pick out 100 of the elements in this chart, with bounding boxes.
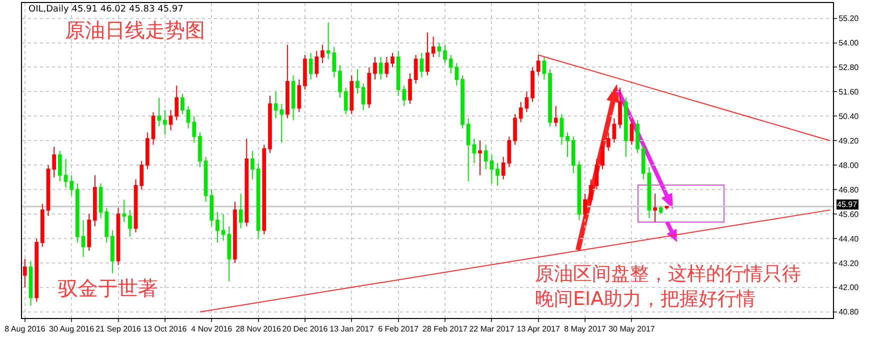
y-tick-label: 44.40 [838, 234, 860, 244]
candlestick [157, 97, 162, 127]
x-tick-label: 8 Aug 2016 [4, 324, 46, 334]
x-tick-label: 28 Feb 2017 [422, 324, 468, 334]
candlestick [210, 189, 214, 227]
candlestick [110, 230, 114, 274]
candlestick [204, 156, 208, 202]
candlestick [507, 136, 512, 168]
candlestick [530, 66, 534, 102]
candlestick [466, 118, 470, 182]
candlestick [518, 101, 523, 123]
x-tick-label: 13 Oct 2016 [143, 324, 188, 334]
candlestick [566, 132, 570, 158]
candlestick [22, 258, 27, 288]
candlestick [64, 158, 68, 188]
candlestick [244, 138, 249, 227]
candlestick [554, 105, 558, 127]
candlestick [420, 52, 424, 78]
candlestick [414, 54, 418, 84]
y-tick-label: 55.20 [838, 14, 860, 24]
x-tick-label: 4 Nov 2016 [191, 324, 233, 334]
candlestick [104, 207, 109, 244]
x-tick-label: 28 Nov 2016 [236, 324, 282, 334]
annotation: 原油日线走势图 [65, 18, 205, 42]
candlestick [350, 74, 354, 115]
candlestick [308, 52, 313, 80]
y-tick-label: 43.20 [838, 258, 860, 268]
ref-line-label: 45.97 [837, 200, 858, 209]
candlestick [227, 226, 232, 282]
candlestick [286, 44, 290, 119]
candlestick [636, 120, 640, 154]
y-tick-label: 40.80 [838, 308, 860, 317]
candlestick [594, 158, 599, 190]
candlestick [233, 201, 237, 264]
annotation: 原油区间盘整，这样的行情只待 [535, 263, 801, 285]
y-tick-label: 46.80 [838, 185, 860, 194]
candlestick [472, 138, 476, 164]
x-tick-label: 30 May 2017 [608, 324, 656, 334]
candlestick [326, 22, 330, 60]
candlestick [501, 156, 506, 180]
candlestick [198, 132, 202, 168]
candlestick [146, 132, 150, 170]
candlestick [618, 87, 622, 129]
candlestick [612, 118, 616, 144]
candlestick [426, 32, 430, 76]
candlestick [548, 68, 552, 127]
candlestick [268, 95, 272, 154]
candlestick [338, 64, 342, 98]
candlestick [647, 166, 652, 219]
candlestick [571, 136, 576, 174]
candlestick [332, 46, 336, 78]
candlestick [542, 56, 546, 80]
y-tick-label: 49.20 [838, 136, 860, 146]
chart-title: OIL,Daily 45.91 46.02 45.83 45.97 [28, 4, 184, 14]
y-tick-label: 51.60 [838, 87, 860, 96]
candlestick [134, 178, 138, 233]
candlestick [478, 140, 482, 176]
candlestick [641, 144, 646, 180]
candlestick [303, 54, 307, 90]
candlestick [437, 42, 442, 58]
candlestick [297, 78, 302, 113]
candlestick [274, 91, 278, 119]
y-tick-label: 48.00 [838, 160, 860, 170]
candlestick [560, 114, 564, 146]
candlestick [76, 182, 80, 244]
y-tick-label: 50.40 [838, 112, 860, 121]
x-tick-label: 13 Apr 2017 [516, 324, 560, 334]
annotation: 驭金于世著 [58, 276, 158, 300]
candlestick [151, 112, 156, 146]
candlestick [624, 97, 628, 158]
candlestick [28, 260, 33, 306]
candlestick [460, 74, 464, 129]
candlestick [588, 178, 593, 204]
candlestick [378, 56, 383, 80]
x-tick-label: 30 Aug 2016 [49, 324, 95, 334]
candlestick [70, 174, 74, 196]
candlestick [443, 44, 447, 64]
candlestick [81, 220, 86, 258]
candlestick [373, 56, 377, 80]
candlestick [513, 114, 517, 146]
candlestick [630, 118, 634, 146]
candlestick [34, 238, 39, 302]
candlestick [536, 54, 540, 76]
candlestick [577, 160, 582, 221]
candlestick [314, 50, 319, 78]
candlestick [163, 110, 167, 135]
candlestick [256, 162, 260, 239]
candlestick [367, 66, 372, 108]
candlestick [431, 36, 436, 58]
candlestick [87, 214, 92, 252]
y-tick-label: 42.00 [838, 283, 860, 292]
candlestick [606, 132, 610, 152]
candlestick [52, 146, 56, 178]
candlestick [58, 150, 62, 182]
candlestick [408, 72, 412, 104]
candlestick [168, 110, 173, 131]
candlestick [484, 144, 488, 170]
candlestick [250, 150, 254, 180]
candlestick [116, 207, 120, 266]
candlestick [180, 93, 184, 115]
